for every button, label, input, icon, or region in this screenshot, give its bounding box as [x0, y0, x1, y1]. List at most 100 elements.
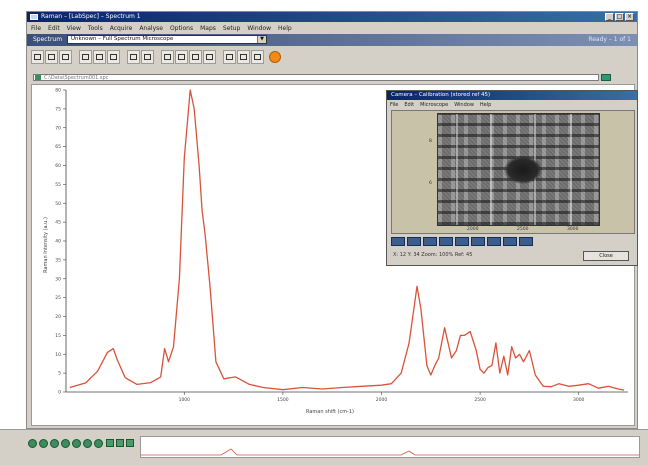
- camera-title-bar[interactable]: Camera – Calibration (stored ref 45): [387, 91, 637, 100]
- micro-y-label: 6: [429, 181, 432, 186]
- zoom-in-icon[interactable]: [127, 50, 140, 64]
- camera-window-title: Camera – Calibration (stored ref 45): [391, 92, 491, 98]
- microscope-image[interactable]: [437, 113, 600, 226]
- y-tick-label: 55: [55, 182, 61, 188]
- overlay-icon[interactable]: [126, 439, 134, 447]
- camera-tool-icon[interactable]: [407, 237, 421, 246]
- open-icon[interactable]: [45, 50, 58, 64]
- next-icon[interactable]: [72, 439, 81, 448]
- menu-options[interactable]: Options: [169, 24, 194, 32]
- grid-view-icon[interactable]: [106, 439, 114, 447]
- title-bar[interactable]: Raman – [LabSpec] – Spectrum 1 _ □ ×: [27, 12, 637, 22]
- camera-tool-icon[interactable]: [503, 237, 517, 246]
- spectrum-icon[interactable]: [161, 50, 174, 64]
- close-button[interactable]: ×: [625, 13, 634, 21]
- list-view-icon[interactable]: [116, 439, 124, 447]
- sample-spot: [504, 156, 542, 184]
- camera-tool-icon[interactable]: [519, 237, 533, 246]
- record-icon[interactable]: [269, 51, 281, 63]
- x-tick-label: 2000: [376, 397, 388, 403]
- camera-menu-window[interactable]: Window: [454, 102, 474, 108]
- y-tick-label: 25: [55, 295, 61, 301]
- y-tick-label: 50: [55, 201, 61, 207]
- refresh-icon[interactable]: [94, 439, 103, 448]
- camera-toolbar: [391, 237, 541, 247]
- previous-icon[interactable]: [39, 439, 48, 448]
- menu-analyse[interactable]: Analyse: [139, 24, 163, 32]
- y-tick-label: 40: [55, 239, 61, 245]
- play-icon[interactable]: [50, 439, 59, 448]
- stop-icon[interactable]: [61, 439, 70, 448]
- x-tick-label: 2500: [474, 397, 486, 403]
- go-button[interactable]: [601, 74, 611, 81]
- save-icon[interactable]: [59, 50, 72, 64]
- camera-menu-edit[interactable]: Edit: [404, 102, 415, 108]
- micro-x-tick: 2500: [517, 227, 529, 232]
- grid-icon[interactable]: [251, 50, 264, 64]
- camera-tool-icon[interactable]: [423, 237, 437, 246]
- minimize-button[interactable]: _: [605, 13, 614, 21]
- menu-help[interactable]: Help: [278, 24, 292, 32]
- x-tick-label: 1000: [179, 397, 191, 403]
- y-axis-label: Raman Intensity (a.u.): [43, 217, 49, 273]
- y-tick-label: 20: [55, 314, 61, 320]
- y-tick-label: 10: [55, 352, 61, 358]
- peak-icon[interactable]: [203, 50, 216, 64]
- micro-y-label: 8: [429, 139, 432, 144]
- folder-icon: [35, 75, 41, 80]
- camera-tool-icon[interactable]: [439, 237, 453, 246]
- menu-setup[interactable]: Setup: [222, 24, 241, 32]
- bar-chart-icon[interactable]: [189, 50, 202, 64]
- camera-menu-help[interactable]: Help: [479, 102, 492, 108]
- app-icon: [30, 14, 38, 20]
- bottom-bar: [0, 429, 648, 465]
- paste-icon[interactable]: [107, 50, 120, 64]
- camera-close-button[interactable]: Close: [583, 251, 629, 261]
- menu-tools[interactable]: Tools: [87, 24, 103, 32]
- camera-menu-file[interactable]: File: [390, 102, 399, 108]
- camera-tool-icon[interactable]: [471, 237, 485, 246]
- menu-view[interactable]: View: [66, 24, 81, 32]
- selection-bar: Spectrum Unknown – Full Spectrum Microsc…: [27, 34, 637, 46]
- menu-file[interactable]: File: [31, 24, 42, 32]
- y-tick-label: 0: [58, 390, 61, 396]
- spectrum-line-0: [69, 89, 625, 391]
- x-axis-label: Raman shift (cm-1): [306, 409, 354, 415]
- spectrum-navigator[interactable]: [140, 436, 640, 458]
- menu-acquire[interactable]: Acquire: [109, 24, 133, 32]
- camera-menu-bar: File Edit Microscope Window Help: [390, 102, 491, 108]
- micro-x-tick: 3000: [567, 227, 579, 232]
- camera-menu-microscope[interactable]: Microscope: [420, 102, 449, 108]
- copy-icon[interactable]: [93, 50, 106, 64]
- baseline-icon[interactable]: [223, 50, 236, 64]
- camera-window: Camera – Calibration (stored ref 45) Fil…: [386, 90, 638, 266]
- spectrum-select-value: Unknown – Full Spectrum Microscope: [71, 36, 174, 42]
- path-text: C:\Data\Spectrum001.spc: [44, 75, 109, 81]
- camera-tool-icon[interactable]: [487, 237, 501, 246]
- path-field[interactable]: C:\Data\Spectrum001.spc: [33, 74, 599, 81]
- micro-x-tick: 2000: [467, 227, 479, 232]
- camera-tool-icon[interactable]: [455, 237, 469, 246]
- y-tick-label: 65: [55, 144, 61, 150]
- camera-tool-icon[interactable]: [391, 237, 405, 246]
- first-icon[interactable]: [28, 439, 37, 448]
- menu-maps[interactable]: Maps: [200, 24, 216, 32]
- x-tick-label: 1500: [277, 397, 289, 403]
- new-icon[interactable]: [31, 50, 44, 64]
- zoom-out-icon[interactable]: [141, 50, 154, 64]
- menu-edit[interactable]: Edit: [48, 24, 60, 32]
- menu-window[interactable]: Window: [247, 24, 272, 32]
- camera-view: 8 6 2000 2500 3000: [391, 110, 635, 234]
- last-icon[interactable]: [83, 439, 92, 448]
- map-icon[interactable]: [175, 50, 188, 64]
- cut-icon[interactable]: [79, 50, 92, 64]
- spectrum-select[interactable]: Unknown – Full Spectrum Microscope ▼: [67, 35, 267, 44]
- maximize-button[interactable]: □: [615, 13, 624, 21]
- y-tick-label: 15: [55, 333, 61, 339]
- fit-icon[interactable]: [237, 50, 250, 64]
- selection-label: Spectrum: [33, 36, 63, 43]
- chevron-down-icon[interactable]: ▼: [257, 36, 266, 43]
- y-tick-label: 45: [55, 220, 61, 226]
- y-tick-label: 70: [55, 125, 61, 131]
